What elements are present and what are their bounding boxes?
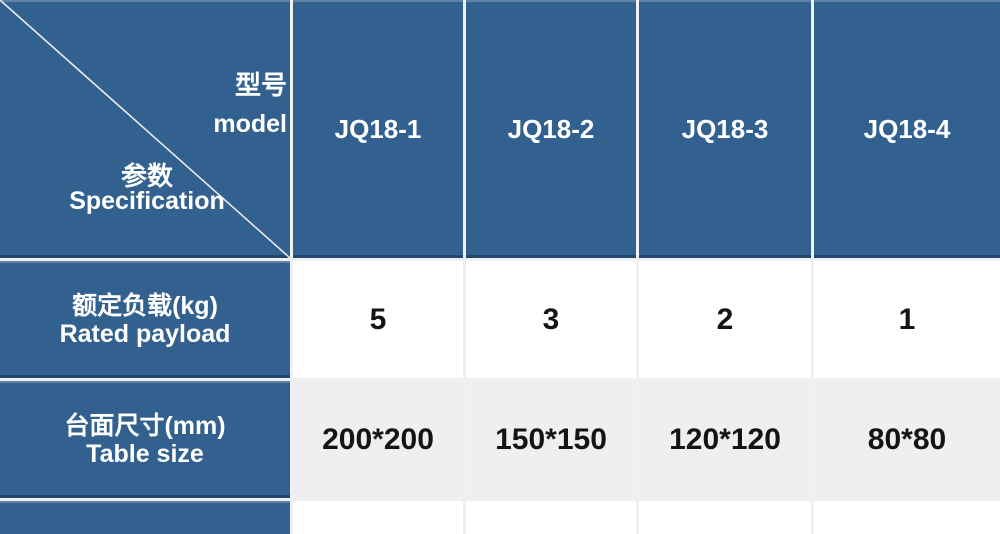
- cell-table-size-jq18-4: 80*80: [814, 381, 1000, 498]
- model-header-label: JQ18-3: [681, 113, 769, 144]
- corner-model-label-cn: 型号: [234, 70, 287, 100]
- row-label-cn: 台面尺寸(mm): [64, 411, 226, 440]
- cell-partial-jq18-2: [466, 501, 636, 534]
- cell-table-size-jq18-3: 120*120: [639, 381, 811, 498]
- corner-spec-label-en: Specification: [69, 187, 225, 215]
- corner-spec-label-cn: 参数: [120, 161, 173, 191]
- model-header-label: JQ18-1: [334, 113, 422, 144]
- cell-rated-payload-jq18-3: 2: [639, 261, 811, 378]
- cell-rated-payload-jq18-1: 5: [293, 261, 463, 378]
- cell-value: 5: [369, 302, 387, 336]
- cell-table-size-jq18-2: 150*150: [466, 381, 636, 498]
- cell-value: 2: [716, 302, 734, 336]
- cell-partial-jq18-4: [814, 501, 1000, 534]
- model-header-jq18-2: JQ18-2: [466, 0, 636, 258]
- row-label-partial: [0, 501, 290, 534]
- cell-value: 1: [898, 302, 916, 336]
- cell-value: 150*150: [495, 422, 607, 456]
- corner-model-label: 型号 model: [213, 72, 287, 137]
- cell-partial-jq18-1: [293, 501, 463, 534]
- corner-header-cell: 型号 model 参数 Specification: [0, 0, 290, 258]
- model-header-jq18-4: JQ18-4: [814, 0, 1000, 258]
- model-header-jq18-3: JQ18-3: [639, 0, 811, 258]
- row-label-en: Rated payload: [59, 319, 231, 348]
- row-label-table-size: 台面尺寸(mm) Table size: [0, 381, 290, 498]
- cell-value: 200*200: [322, 422, 434, 456]
- model-header-label: JQ18-4: [863, 113, 951, 144]
- cell-value: 80*80: [867, 422, 947, 456]
- corner-model-label-en: model: [213, 110, 287, 138]
- cell-partial-jq18-3: [639, 501, 811, 534]
- cell-value: 3: [542, 302, 560, 336]
- cell-rated-payload-jq18-4: 1: [814, 261, 1000, 378]
- cell-rated-payload-jq18-2: 3: [466, 261, 636, 378]
- cell-table-size-jq18-1: 200*200: [293, 381, 463, 498]
- model-header-jq18-1: JQ18-1: [293, 0, 463, 258]
- row-label-cn: 额定负载(kg): [72, 291, 218, 320]
- corner-spec-label: 参数 Specification: [35, 161, 259, 215]
- cell-value: 120*120: [669, 422, 781, 456]
- diagonal-divider-line: [0, 0, 290, 258]
- row-label-rated-payload: 额定负载(kg) Rated payload: [0, 261, 290, 378]
- row-label-en: Table size: [86, 439, 204, 468]
- model-header-label: JQ18-2: [507, 113, 595, 144]
